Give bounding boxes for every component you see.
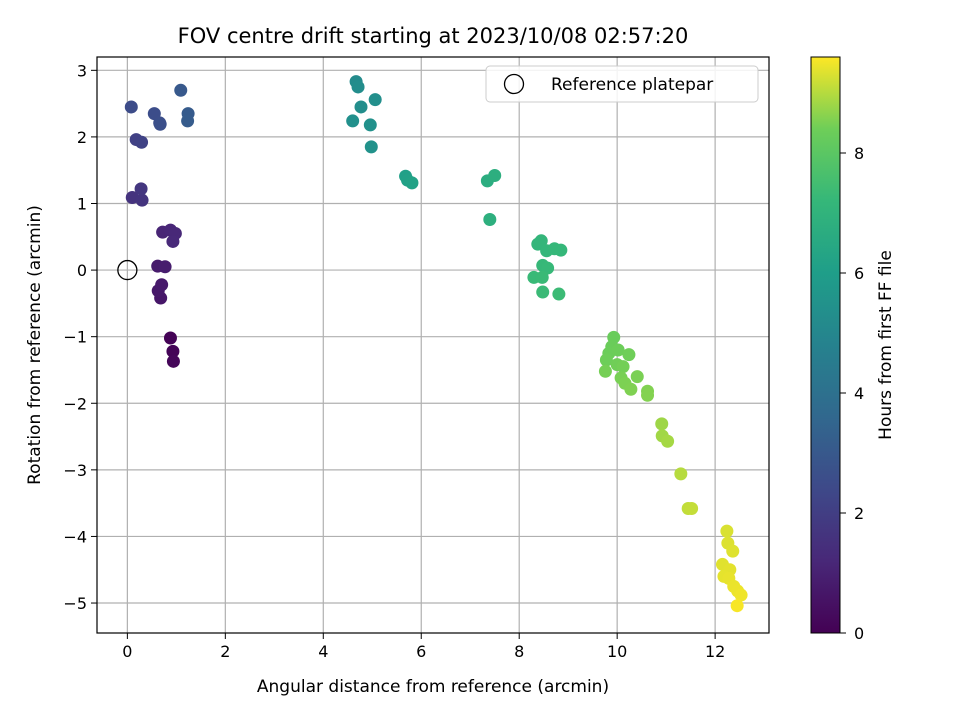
data-point: [730, 599, 744, 613]
x-tick-label: 0: [122, 642, 132, 661]
data-point: [661, 434, 675, 448]
data-point: [598, 364, 612, 378]
y-tick-label: −2: [63, 394, 87, 413]
colorbar-ticks: 0 2 4 6 8: [840, 144, 864, 643]
legend-label: Reference platepar: [551, 75, 713, 95]
colorbar: 0 2 4 6 8 Hours from first FF file: [810, 56, 896, 643]
x-tick-label: 10: [607, 642, 627, 661]
reference-marker-group: [117, 259, 138, 281]
data-point: [611, 343, 625, 357]
chart-title: FOV centre drift starting at 2023/10/08 …: [178, 24, 689, 48]
data-point: [135, 193, 149, 207]
data-point: [734, 588, 748, 602]
reference-point-marker: [117, 259, 138, 281]
data-point: [554, 243, 568, 257]
data-point: [368, 93, 382, 107]
data-point: [624, 382, 638, 396]
grid-lines: [97, 57, 769, 633]
data-point: [488, 169, 502, 183]
data-point: [674, 467, 688, 481]
data-point: [535, 270, 549, 284]
colorbar-gradient: [810, 56, 841, 634]
data-point: [155, 278, 169, 292]
data-point: [655, 417, 669, 431]
data-point: [153, 117, 167, 131]
scatter-series: [124, 75, 748, 613]
data-point: [685, 501, 699, 515]
legend-reference-marker: [503, 73, 525, 95]
data-point: [181, 114, 195, 128]
x-tick-label: 2: [220, 642, 230, 661]
colorbar-tick-label: 4: [854, 384, 864, 403]
x-axis-ticks: 0 2 4 6 8 10 12: [122, 633, 725, 661]
y-tick-label: 1: [77, 194, 87, 213]
data-point: [166, 344, 180, 358]
data-point: [599, 353, 613, 367]
data-point: [134, 182, 148, 196]
colorbar-tick-label: 0: [854, 624, 864, 643]
colorbar-tick-label: 8: [854, 144, 864, 163]
data-point: [166, 234, 180, 248]
data-point: [641, 388, 655, 402]
data-point: [135, 135, 149, 149]
data-point: [158, 260, 172, 274]
data-point: [405, 176, 419, 190]
y-tick-label: −5: [63, 594, 87, 613]
y-tick-label: 3: [77, 61, 87, 80]
data-point: [124, 100, 138, 114]
data-point: [346, 114, 360, 128]
x-tick-label: 8: [514, 642, 524, 661]
data-point: [364, 140, 378, 154]
y-axis-ticks: −5 −4 −3 −2 −1 0 1 2 3: [63, 61, 97, 613]
data-point: [483, 212, 497, 226]
x-tick-label: 12: [705, 642, 725, 661]
data-point: [163, 331, 177, 345]
data-point: [616, 360, 630, 374]
y-tick-label: 2: [77, 128, 87, 147]
data-point: [174, 83, 188, 97]
data-point: [726, 544, 740, 558]
data-point: [622, 348, 636, 362]
data-point: [125, 191, 139, 205]
x-tick-label: 4: [318, 642, 328, 661]
y-axis-label: Rotation from reference (arcmin): [25, 205, 45, 485]
x-axis-label: Angular distance from reference (arcmin): [257, 677, 609, 697]
data-point: [720, 524, 734, 538]
y-tick-label: 0: [77, 261, 87, 280]
y-tick-label: −4: [63, 527, 87, 546]
y-tick-label: −3: [63, 461, 87, 480]
data-point: [536, 285, 550, 299]
data-point: [552, 287, 566, 301]
data-point: [363, 118, 377, 132]
data-point: [630, 370, 644, 384]
x-tick-label: 6: [416, 642, 426, 661]
data-point: [351, 80, 365, 94]
data-point: [166, 354, 180, 368]
plot-frame: [96, 56, 770, 634]
legend: Reference platepar: [485, 65, 759, 103]
data-point: [534, 234, 548, 248]
colorbar-label: Hours from first FF file: [876, 250, 896, 440]
data-point: [354, 100, 368, 114]
colorbar-tick-label: 2: [854, 504, 864, 523]
colorbar-tick-label: 6: [854, 264, 864, 283]
legend-box: [485, 65, 759, 103]
y-tick-label: −1: [63, 328, 87, 347]
